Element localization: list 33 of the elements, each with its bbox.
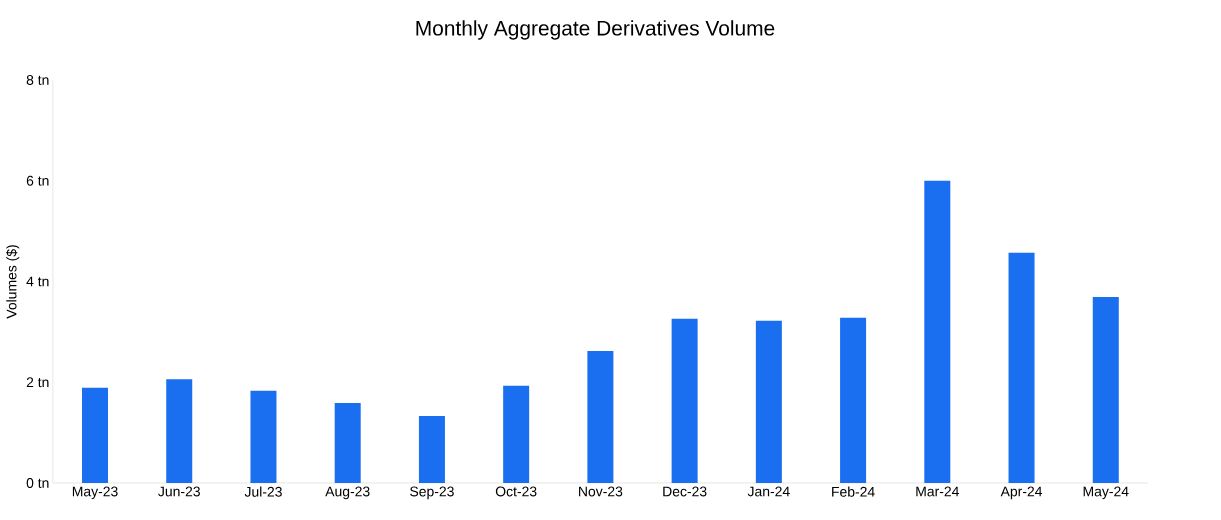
x-tick-label: May-24 [1083,486,1129,500]
x-tick-label: Mar-24 [916,486,959,497]
x-tick-label: Jun-23 [158,486,200,497]
chart-title: Monthly Aggregate Derivatives Volume [416,20,775,40]
bar [166,379,193,483]
x-tick-label: Jan-24 [747,486,790,497]
x-tick-label: Aug-23 [325,486,370,500]
x-tick-label: Jul-23 [244,486,282,497]
x-tick-label: May-23 [72,486,118,500]
y-tick-label: 2 tn [26,377,49,388]
y-tick-label: 8 tn [26,75,49,85]
bar [1092,297,1119,483]
y-tick-label: 0 tn [26,478,49,488]
bar [250,390,277,483]
x-tick-label: Sep-23 [410,486,454,500]
bar [587,351,614,483]
x-tick-label: Nov-23 [579,486,623,497]
x-tick-label: Apr-24 [1000,486,1043,500]
bar [1008,252,1035,483]
y-axis-title: Volumes ($) [6,245,20,319]
bar [840,317,867,483]
bar [671,318,698,483]
x-tick-label: Oct-23 [495,486,537,497]
y-tick-label: 6 tn [26,175,49,186]
x-tick-label: Feb-24 [832,486,875,497]
y-tick-label: 4 tn [26,276,49,287]
bar [503,385,530,483]
bar [755,320,782,483]
bar [418,415,445,483]
bar [924,180,951,483]
bar [82,387,109,483]
x-tick-label: Dec-23 [663,486,707,497]
bar [334,402,361,483]
